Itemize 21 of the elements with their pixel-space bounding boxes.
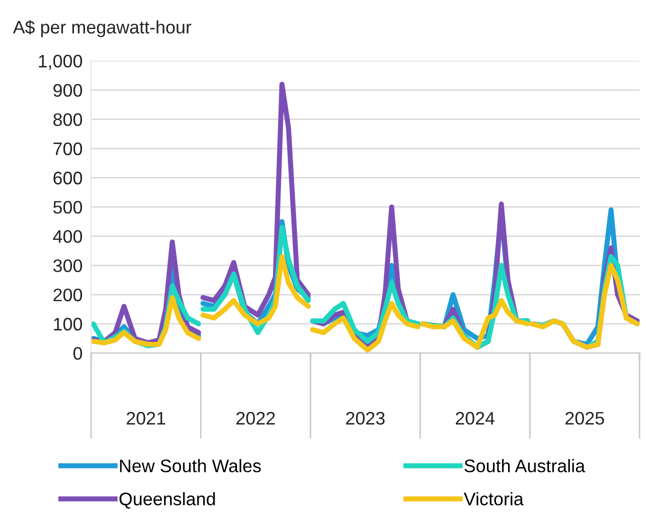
y-tick-label: 500	[53, 200, 82, 214]
y-tick-label: 1,000	[38, 54, 82, 70]
y-tick-label: 800	[53, 113, 82, 126]
legend-label: South Australia	[464, 459, 586, 472]
y-tick-label: 200	[54, 288, 82, 302]
y-tick-label: 600	[54, 172, 82, 184]
x-tick-label: 2023	[346, 412, 385, 425]
x-tick-label: 2021	[126, 412, 166, 425]
x-tick-label: 2022	[236, 412, 275, 425]
legend-label: Queensland	[120, 492, 215, 509]
y-axis-title: A$ per megawatt-hour	[12, 20, 192, 38]
x-tick-label: 2025	[566, 412, 604, 425]
legend-label: Victoria	[464, 492, 524, 506]
y-tick-label: 0	[73, 347, 82, 360]
y-tick-label: 300	[53, 259, 82, 272]
y-tick-label: 400	[53, 230, 82, 243]
legend-label: New South Wales	[120, 459, 261, 472]
x-tick-label: 2024	[456, 412, 495, 425]
y-tick-label: 900	[53, 84, 82, 97]
y-tick-label: 700	[54, 142, 82, 156]
y-tick-label: 100	[54, 318, 82, 331]
